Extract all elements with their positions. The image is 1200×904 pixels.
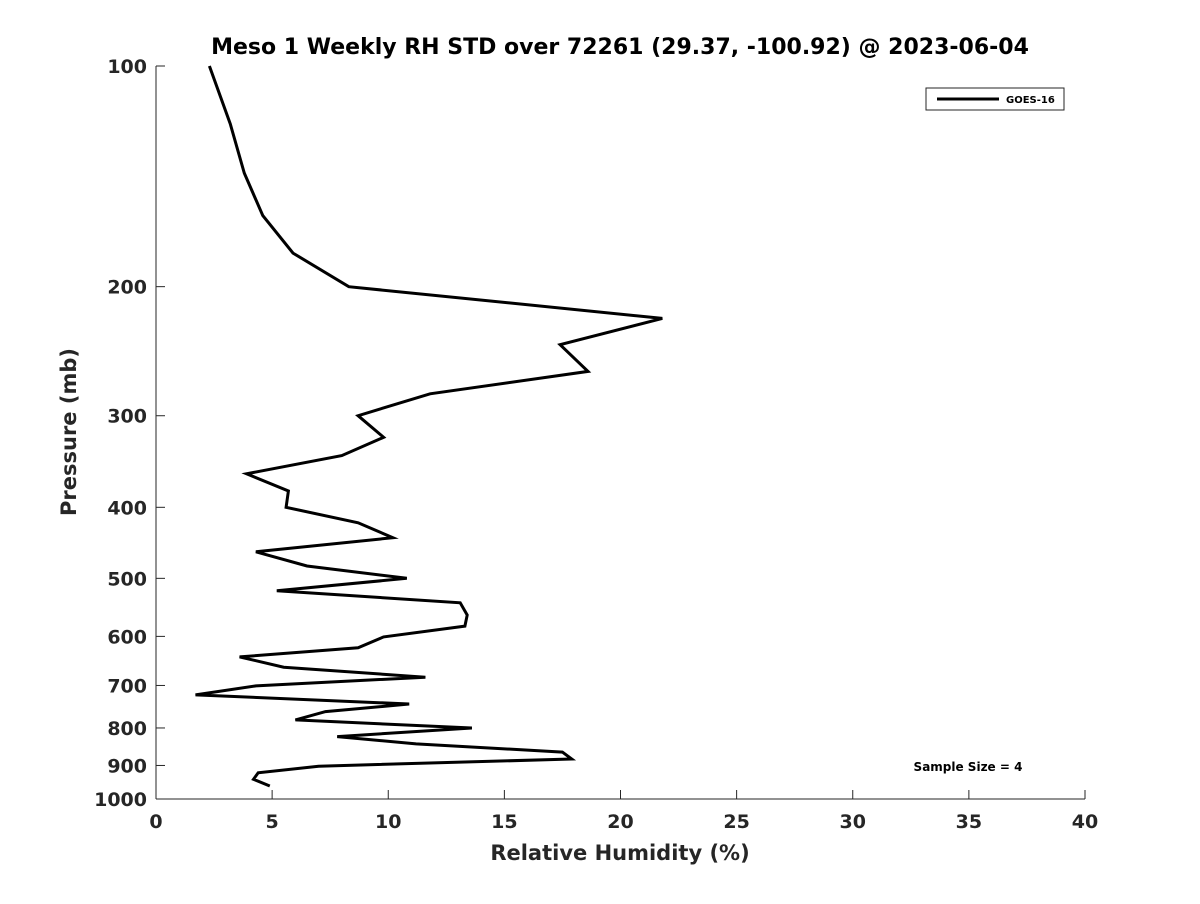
x-axis-label: Relative Humidity (%) xyxy=(490,841,749,865)
y-tick-label: 100 xyxy=(107,56,147,78)
y-tick-label: 1000 xyxy=(94,789,147,811)
legend: GOES-16 xyxy=(925,87,1065,111)
axes xyxy=(155,66,1085,800)
series-line-goes-16 xyxy=(195,65,663,788)
y-tick-label: 600 xyxy=(107,626,147,648)
x-tick-label: 40 xyxy=(1072,811,1098,833)
chart-title: Meso 1 Weekly RH STD over 72261 (29.37, … xyxy=(211,35,1029,60)
x-tick-label: 10 xyxy=(375,811,401,833)
x-tick-label: 30 xyxy=(840,811,866,833)
series-layer xyxy=(195,65,663,788)
ticks: 0 5 10 15 20 25 30 35 40 100 200 300 400 500 600 700 800… xyxy=(94,56,1098,833)
x-tick-label: 15 xyxy=(491,811,517,833)
sample-size-annotation: Sample Size = 4 xyxy=(914,760,1023,774)
x-tick-label: 35 xyxy=(956,811,982,833)
y-tick-label: 800 xyxy=(107,718,147,740)
y-axis-label: Pressure (mb) xyxy=(57,348,81,516)
x-tick-label: 25 xyxy=(723,811,749,833)
y-tick-label: 500 xyxy=(107,568,147,590)
legend-label-goes-16: GOES-16 xyxy=(1006,95,1055,106)
y-tick-label: 900 xyxy=(107,755,147,777)
x-tick-label: 0 xyxy=(149,811,162,833)
y-tick-label: 200 xyxy=(107,277,147,299)
y-tick-label: 700 xyxy=(107,675,147,697)
x-tick-label: 5 xyxy=(266,811,279,833)
y-tick-label: 300 xyxy=(107,406,147,428)
y-tick-label: 400 xyxy=(107,497,147,519)
x-tick-label: 20 xyxy=(607,811,633,833)
